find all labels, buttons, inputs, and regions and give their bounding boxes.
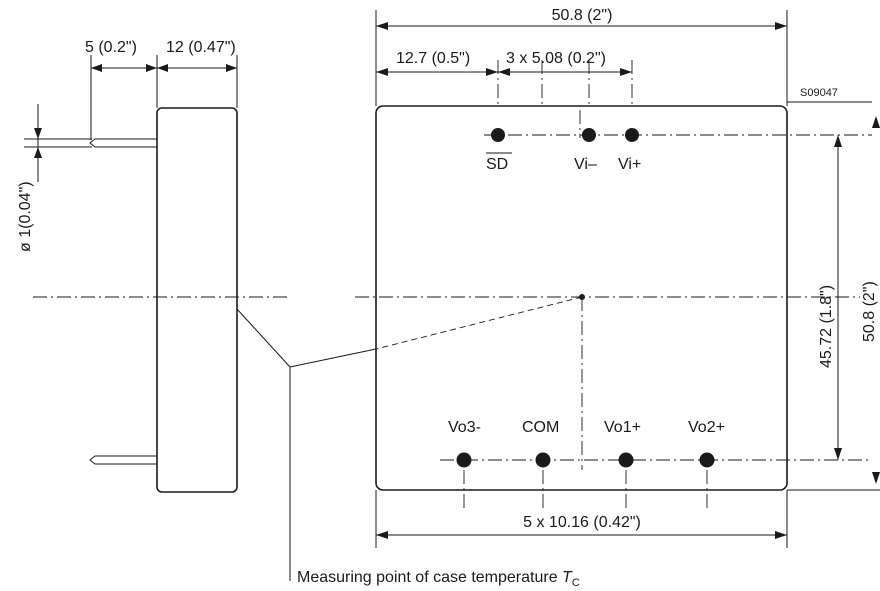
pin-vo1-plus [618,452,634,468]
pin-vi-minus [582,128,596,142]
arrow [775,531,787,539]
side-pin-bottom [89,455,158,465]
pin-sd [491,128,505,142]
arrow [486,68,498,76]
pin-label-vi-minus: Vi– [574,156,597,173]
side-view: 5 (0.2") 12 (0.47") ø 1(0.04") [17,39,290,493]
arrow [834,448,842,460]
leader-to-top-view [289,348,377,368]
side-pin-top [89,138,158,148]
arrow [91,64,102,72]
bottom-pin-pitch-label: 5 x 10.16 (0.42") [523,514,641,531]
arrow [34,147,42,158]
pin-label-sd: SD [486,156,508,173]
caption-subscript: C [572,577,580,589]
arrow [376,22,388,30]
measuring-point-callout: Measuring point of case temperature TC [236,294,585,589]
measuring-point-caption: Measuring point of case temperature TC [297,569,580,589]
arrow [34,128,42,139]
pin-row-spacing-label: 45.72 (1.8") [818,285,835,368]
pin-label-vi-plus: Vi+ [618,156,641,173]
arrow [498,68,510,76]
top-pin-pitch-label: 3 x 5.08 (0.2") [506,50,606,67]
caption-symbol: T [562,569,573,586]
arrow [620,68,632,76]
pin-vo2-plus [699,452,715,468]
pin-length-label: 5 (0.2") [85,39,137,56]
pin-vi-plus [625,128,639,142]
side-case-body [156,107,238,493]
arrow [376,531,388,539]
top-view: 50.8 (2") 12.7 (0.5") 3 x 5.08 (0.2") S0… [355,7,880,548]
leader-dashed [375,296,583,350]
arrow [226,64,237,72]
case-height-label: 12 (0.47") [166,39,236,56]
pin-label-vo2-plus: Vo2+ [688,419,725,436]
pin-vo3-minus [456,452,472,468]
width-total-label: 50.8 (2") [552,7,613,24]
arrow [146,64,157,72]
arrow [872,472,880,484]
caption-text: Measuring point of case temperature [297,569,562,586]
first-pin-offset-label: 12.7 (0.5") [396,50,470,67]
pin-label-com: COM [522,419,559,436]
drawing-code: S09047 [800,87,838,99]
pin-label-vo1-plus: Vo1+ [604,419,641,436]
arrow [872,116,880,128]
arrow [834,135,842,147]
arrow [775,22,787,30]
pin-label-vo3-minus: Vo3- [448,419,481,436]
pin-com [535,452,551,468]
leader-to-side-view [236,308,291,368]
arrow [376,68,388,76]
pin-diameter-label: ø 1(0.04") [17,181,34,252]
height-total-label: 50.8 (2") [861,281,878,342]
arrow [157,64,168,72]
